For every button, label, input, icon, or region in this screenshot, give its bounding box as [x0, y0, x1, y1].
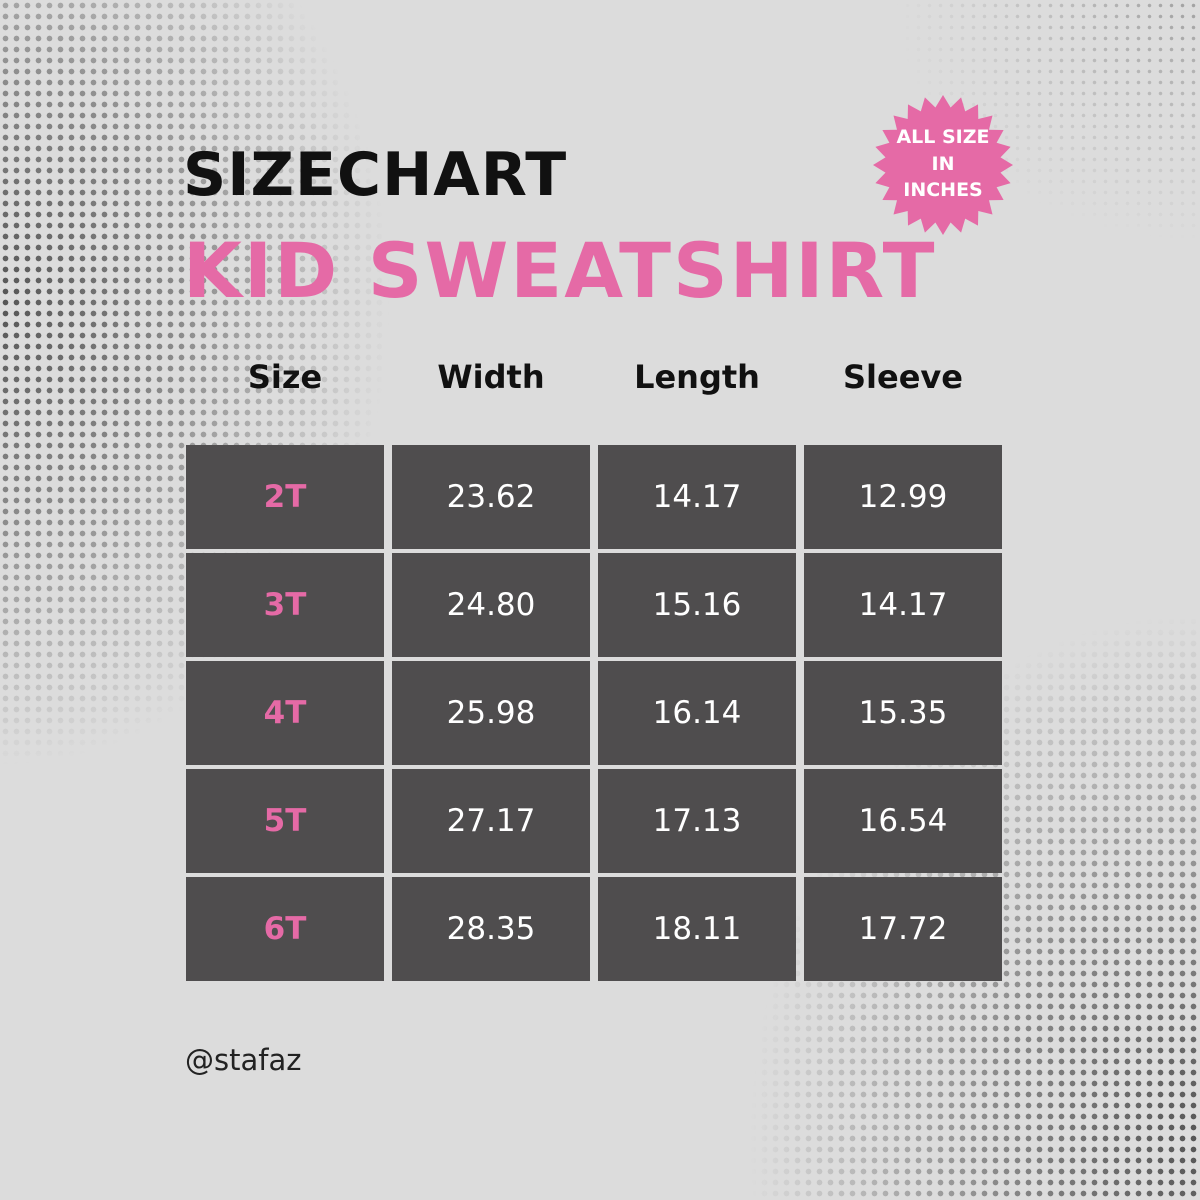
measurement-cell: 14.17 — [598, 445, 796, 549]
column-header-width: Width — [437, 358, 545, 396]
page-title: SIZECHART — [183, 140, 568, 210]
measurement-cell: 16.54 — [804, 769, 1002, 873]
size-cell: 2T — [186, 445, 384, 549]
size-cell: 3T — [186, 553, 384, 657]
badge-line: IN — [931, 152, 955, 175]
starburst-badge-icon — [873, 95, 1013, 235]
measurement-cell: 15.35 — [804, 661, 1002, 765]
measurement-cell: 27.17 — [392, 769, 590, 873]
measurement-cell: 17.13 — [598, 769, 796, 873]
measurement-cell: 16.14 — [598, 661, 796, 765]
measurement-cell: 18.11 — [598, 877, 796, 981]
social-handle: @stafaz — [185, 1043, 302, 1077]
measurement-cell: 17.72 — [804, 877, 1002, 981]
measurement-cell: 28.35 — [392, 877, 590, 981]
measurement-cell: 14.17 — [804, 553, 1002, 657]
units-badge: ALL SIZE IN INCHES — [873, 124, 1013, 204]
size-cell: 5T — [186, 769, 384, 873]
size-cell: 4T — [186, 661, 384, 765]
badge-line: ALL SIZE — [896, 126, 990, 148]
measurement-cell: 12.99 — [804, 445, 1002, 549]
measurement-cell: 15.16 — [598, 553, 796, 657]
page-subtitle: KID SWEATSHIRT — [183, 226, 937, 315]
column-header-length: Length — [634, 358, 760, 396]
measurement-cell: 23.62 — [392, 445, 590, 549]
measurement-cell: 25.98 — [392, 661, 590, 765]
badge-line: INCHES — [903, 179, 983, 201]
size-cell: 6T — [186, 877, 384, 981]
column-header-size: Size — [247, 358, 323, 396]
column-header-sleeve: Sleeve — [843, 358, 963, 396]
measurement-cell: 24.80 — [392, 553, 590, 657]
